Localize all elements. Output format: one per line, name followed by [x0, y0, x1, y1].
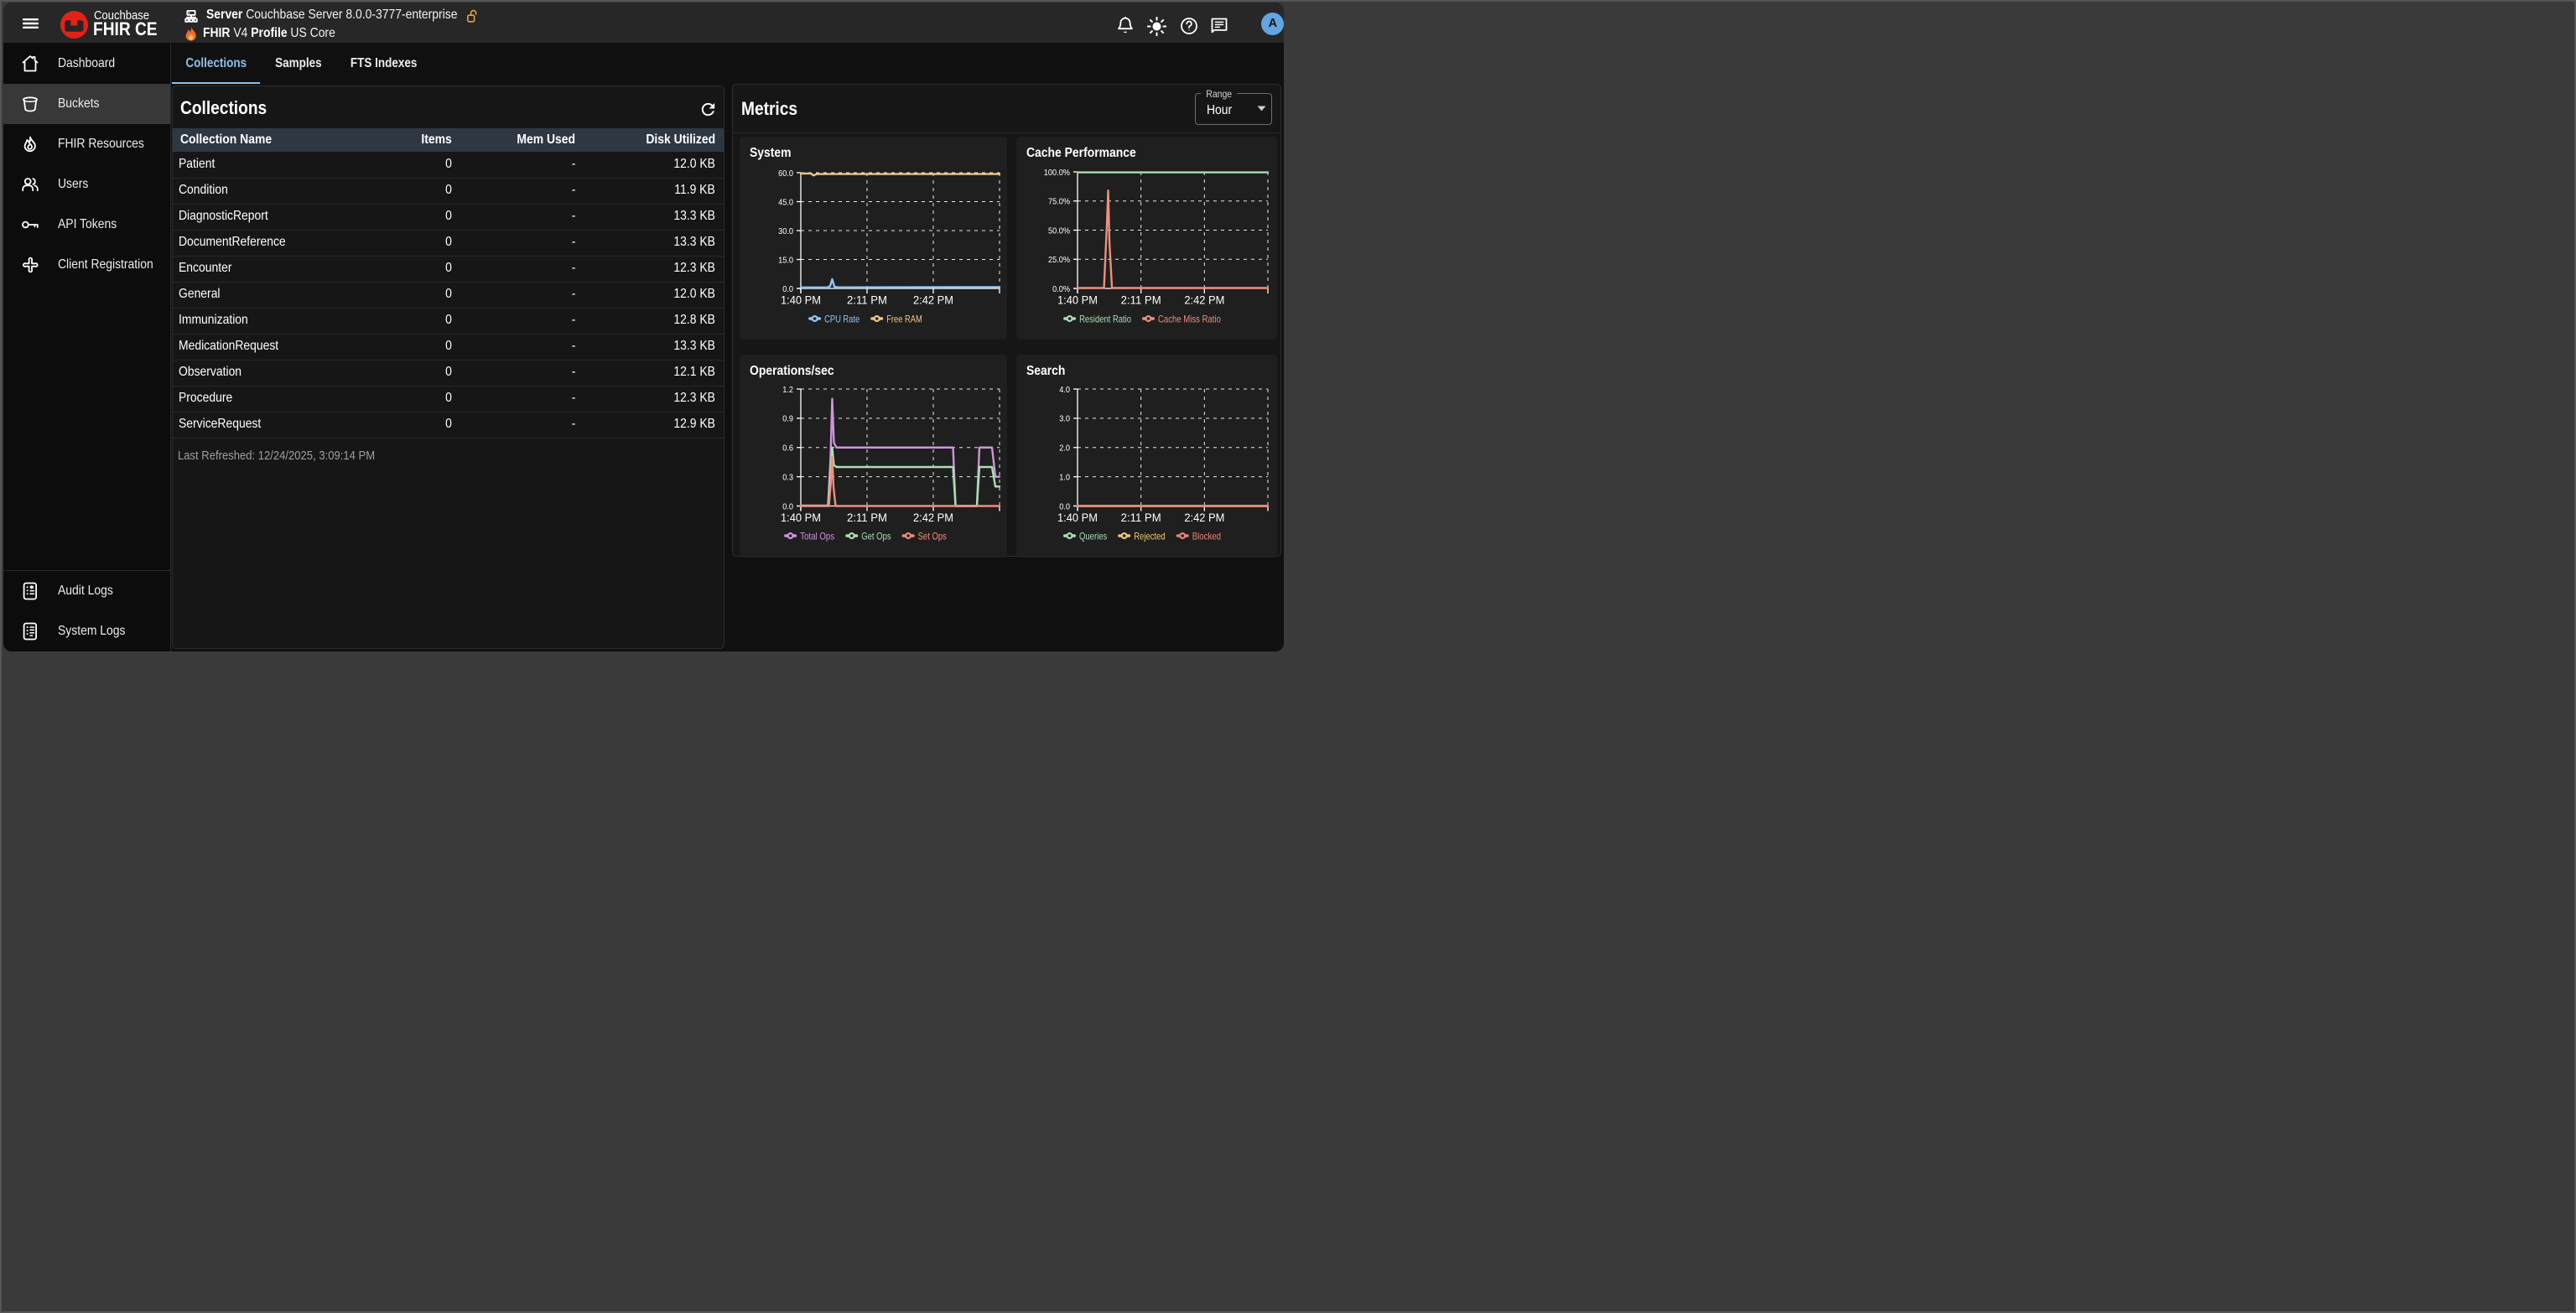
- svg-text:100.0%: 100.0%: [1044, 168, 1070, 178]
- svg-text:Set Ops: Set Ops: [918, 531, 947, 542]
- svg-text:CPU Rate: CPU Rate: [824, 314, 860, 324]
- svg-text:2:42 PM: 2:42 PM: [1184, 511, 1224, 524]
- svg-text:Queries: Queries: [1079, 531, 1107, 542]
- svg-text:60.0: 60.0: [778, 169, 793, 179]
- svg-text:75.0%: 75.0%: [1048, 197, 1070, 207]
- svg-text:1.0: 1.0: [1059, 472, 1070, 482]
- svg-text:0.0: 0.0: [782, 284, 793, 294]
- svg-text:2:42 PM: 2:42 PM: [1184, 294, 1224, 307]
- svg-text:1:40 PM: 1:40 PM: [1057, 294, 1098, 307]
- svg-text:Free RAM: Free RAM: [886, 314, 922, 324]
- svg-text:0.3: 0.3: [782, 472, 793, 482]
- svg-text:Get Ops: Get Ops: [861, 531, 891, 542]
- svg-text:0.0: 0.0: [1059, 501, 1070, 511]
- svg-text:2.0: 2.0: [1059, 444, 1070, 454]
- svg-text:Blocked: Blocked: [1192, 531, 1221, 542]
- svg-text:0.0%: 0.0%: [1052, 284, 1070, 294]
- svg-text:2:11 PM: 2:11 PM: [847, 511, 887, 524]
- svg-text:2:42 PM: 2:42 PM: [913, 294, 953, 307]
- svg-text:Rejected: Rejected: [1134, 531, 1166, 542]
- svg-text:4.0: 4.0: [1059, 385, 1070, 395]
- svg-text:2:11 PM: 2:11 PM: [1121, 511, 1161, 524]
- svg-text:15.0: 15.0: [778, 255, 793, 265]
- svg-text:25.0%: 25.0%: [1048, 255, 1070, 265]
- svg-text:0.9: 0.9: [782, 414, 793, 424]
- svg-text:2:11 PM: 2:11 PM: [1121, 294, 1161, 307]
- svg-text:30.0: 30.0: [778, 226, 793, 236]
- svg-text:1:40 PM: 1:40 PM: [781, 294, 821, 307]
- svg-text:1:40 PM: 1:40 PM: [781, 511, 821, 524]
- svg-text:1.2: 1.2: [782, 385, 793, 395]
- svg-text:Resident Ratio: Resident Ratio: [1079, 314, 1131, 324]
- svg-text:2:11 PM: 2:11 PM: [847, 294, 887, 307]
- svg-text:Total Ops: Total Ops: [800, 531, 834, 542]
- svg-text:Cache Miss Ratio: Cache Miss Ratio: [1158, 314, 1221, 324]
- svg-text:0.6: 0.6: [782, 444, 793, 454]
- svg-text:45.0: 45.0: [778, 197, 793, 207]
- svg-text:1:40 PM: 1:40 PM: [1057, 511, 1098, 524]
- svg-text:0.0: 0.0: [782, 501, 793, 511]
- svg-text:50.0%: 50.0%: [1048, 226, 1070, 236]
- svg-text:3.0: 3.0: [1059, 414, 1070, 424]
- svg-text:2:42 PM: 2:42 PM: [913, 511, 953, 524]
